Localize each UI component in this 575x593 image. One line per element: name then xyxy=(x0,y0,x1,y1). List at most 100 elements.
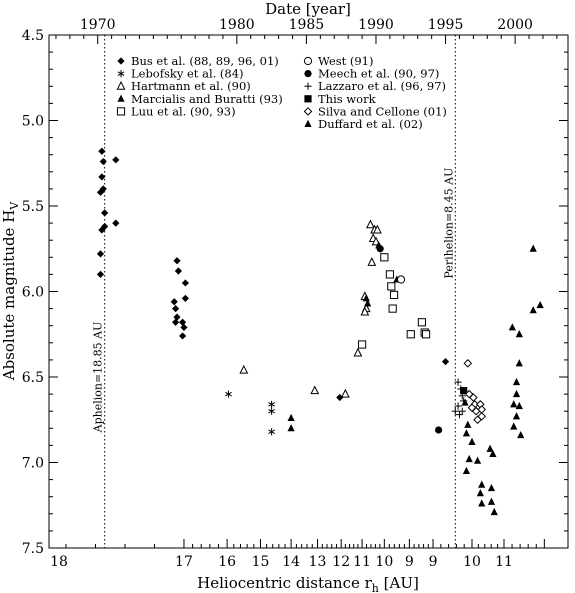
bottom-tick-label: 10 xyxy=(375,554,393,570)
square-shape xyxy=(460,387,468,395)
data-point xyxy=(478,480,486,488)
diamond-shape xyxy=(98,173,106,181)
triangle-shape xyxy=(287,424,295,432)
x-axis-label: Heliocentric distance rh [AU] xyxy=(197,574,419,593)
data-point xyxy=(173,313,181,321)
top-tick-label: 1995 xyxy=(428,17,464,33)
asterisk-stroke xyxy=(117,71,125,76)
data-point xyxy=(268,407,275,415)
data-point xyxy=(463,359,473,368)
bottom-tick-label: 11 xyxy=(495,554,513,570)
data-point xyxy=(441,358,450,366)
triangle-shape xyxy=(364,299,372,307)
data-point xyxy=(512,377,521,386)
triangle-shape xyxy=(529,306,537,314)
legend-marker xyxy=(117,70,125,78)
triangle-shape xyxy=(508,323,516,331)
legend-marker xyxy=(117,94,125,102)
data-point xyxy=(310,385,320,395)
diamond-shape xyxy=(173,257,181,265)
legend-label: Duffard et al. (02) xyxy=(318,117,423,131)
diamond-shape xyxy=(98,226,106,234)
triangle-shape xyxy=(512,412,521,420)
diamond-shape xyxy=(173,313,181,321)
diamond-shape xyxy=(463,359,473,368)
data-point xyxy=(287,413,295,422)
asterisk-stroke xyxy=(268,402,275,407)
data-point xyxy=(362,294,370,302)
top-tick-label: 1980 xyxy=(219,17,255,33)
diamond-shape xyxy=(469,393,478,402)
data-point xyxy=(487,497,496,505)
triangle-shape xyxy=(478,480,486,488)
data-point xyxy=(181,279,189,287)
triangle-shape xyxy=(304,119,312,127)
triangle-shape xyxy=(487,483,496,492)
data-point xyxy=(515,330,523,338)
diamond-shape xyxy=(178,332,187,340)
triangle-shape xyxy=(536,300,544,309)
data-point xyxy=(112,156,120,164)
data-point xyxy=(367,257,377,266)
diamond-shape xyxy=(96,270,105,278)
triangle-shape xyxy=(462,429,471,437)
triangle-shape xyxy=(486,444,494,452)
data-point xyxy=(389,290,399,300)
diamond-shape xyxy=(174,267,183,275)
square-shape xyxy=(116,107,126,116)
data-point xyxy=(98,226,106,234)
data-point xyxy=(268,428,275,436)
axis-ticks xyxy=(49,34,568,549)
legend-label: West (91) xyxy=(318,54,373,68)
diamond-shape xyxy=(98,147,106,155)
data-points xyxy=(96,147,544,516)
triangle-shape xyxy=(512,389,521,398)
data-point xyxy=(490,507,498,516)
data-point xyxy=(170,298,178,306)
data-point xyxy=(172,318,180,326)
square-shape xyxy=(388,304,397,313)
data-point xyxy=(357,340,367,349)
data-point xyxy=(487,483,496,492)
square-shape xyxy=(417,318,427,327)
bottom-tick-label: 16 xyxy=(218,554,236,570)
top-axis-label: Date [year] xyxy=(265,0,351,18)
data-point xyxy=(225,390,232,398)
data-point xyxy=(360,306,370,316)
bottom-tick-label: 9 xyxy=(429,554,438,570)
y-tick-label: 6.5 xyxy=(22,370,44,386)
data-point xyxy=(181,294,189,302)
diamond-shape xyxy=(172,305,180,313)
bottom-tick-label: 9 xyxy=(405,554,414,570)
triangle-shape xyxy=(512,377,521,386)
legend-marker xyxy=(303,107,313,116)
data-point xyxy=(98,147,106,155)
triangle-shape xyxy=(239,364,249,374)
circle-shape xyxy=(434,426,443,434)
data-point xyxy=(180,323,188,332)
triangle-shape xyxy=(464,420,472,428)
data-point xyxy=(385,270,394,279)
bottom-tick-label: 14 xyxy=(282,554,300,570)
circle-shape xyxy=(303,56,313,66)
triangle-shape xyxy=(287,413,295,422)
triangle-shape xyxy=(489,449,497,457)
triangle-shape xyxy=(510,422,518,430)
diamond-shape xyxy=(178,318,187,326)
top-tick-label: 1970 xyxy=(80,17,116,33)
data-point xyxy=(173,257,181,265)
legend-marker xyxy=(116,80,126,90)
data-point xyxy=(469,393,478,402)
y-tick-label: 6.0 xyxy=(22,285,44,301)
asterisk-stroke xyxy=(268,408,275,414)
top-tick-label: 1985 xyxy=(289,17,325,33)
legend-marker xyxy=(304,95,312,103)
top-tick-label: 2000 xyxy=(497,17,533,33)
data-point xyxy=(529,244,537,252)
annotation-label: Aphelion=18.85 AU xyxy=(92,322,105,434)
circle-shape xyxy=(376,245,384,253)
data-point xyxy=(510,400,518,408)
square-shape xyxy=(421,330,431,339)
data-point xyxy=(174,267,183,275)
